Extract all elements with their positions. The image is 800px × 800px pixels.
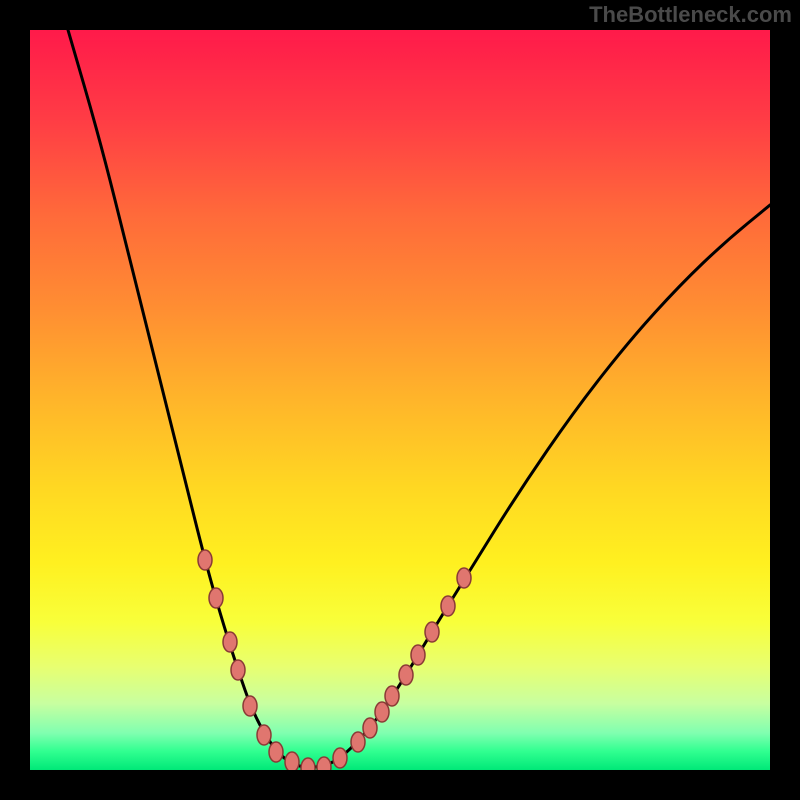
data-marker xyxy=(411,645,425,665)
data-marker xyxy=(363,718,377,738)
curve-left-branch xyxy=(68,30,308,768)
data-marker xyxy=(375,702,389,722)
bottleneck-curve xyxy=(30,30,770,770)
data-marker xyxy=(351,732,365,752)
curve-right-branch xyxy=(308,205,770,768)
data-marker xyxy=(198,550,212,570)
data-marker xyxy=(223,632,237,652)
data-marker xyxy=(243,696,257,716)
data-marker xyxy=(269,742,283,762)
chart-frame: TheBottleneck.com xyxy=(0,0,800,800)
data-marker xyxy=(285,752,299,770)
plot-area xyxy=(30,30,770,770)
data-marker xyxy=(257,725,271,745)
marker-group xyxy=(198,550,471,770)
data-marker xyxy=(425,622,439,642)
data-marker xyxy=(333,748,347,768)
data-marker xyxy=(457,568,471,588)
data-marker xyxy=(209,588,223,608)
watermark-text: TheBottleneck.com xyxy=(589,2,792,28)
data-marker xyxy=(231,660,245,680)
data-marker xyxy=(399,665,413,685)
data-marker xyxy=(441,596,455,616)
data-marker xyxy=(385,686,399,706)
data-marker xyxy=(301,758,315,770)
data-marker xyxy=(317,757,331,770)
